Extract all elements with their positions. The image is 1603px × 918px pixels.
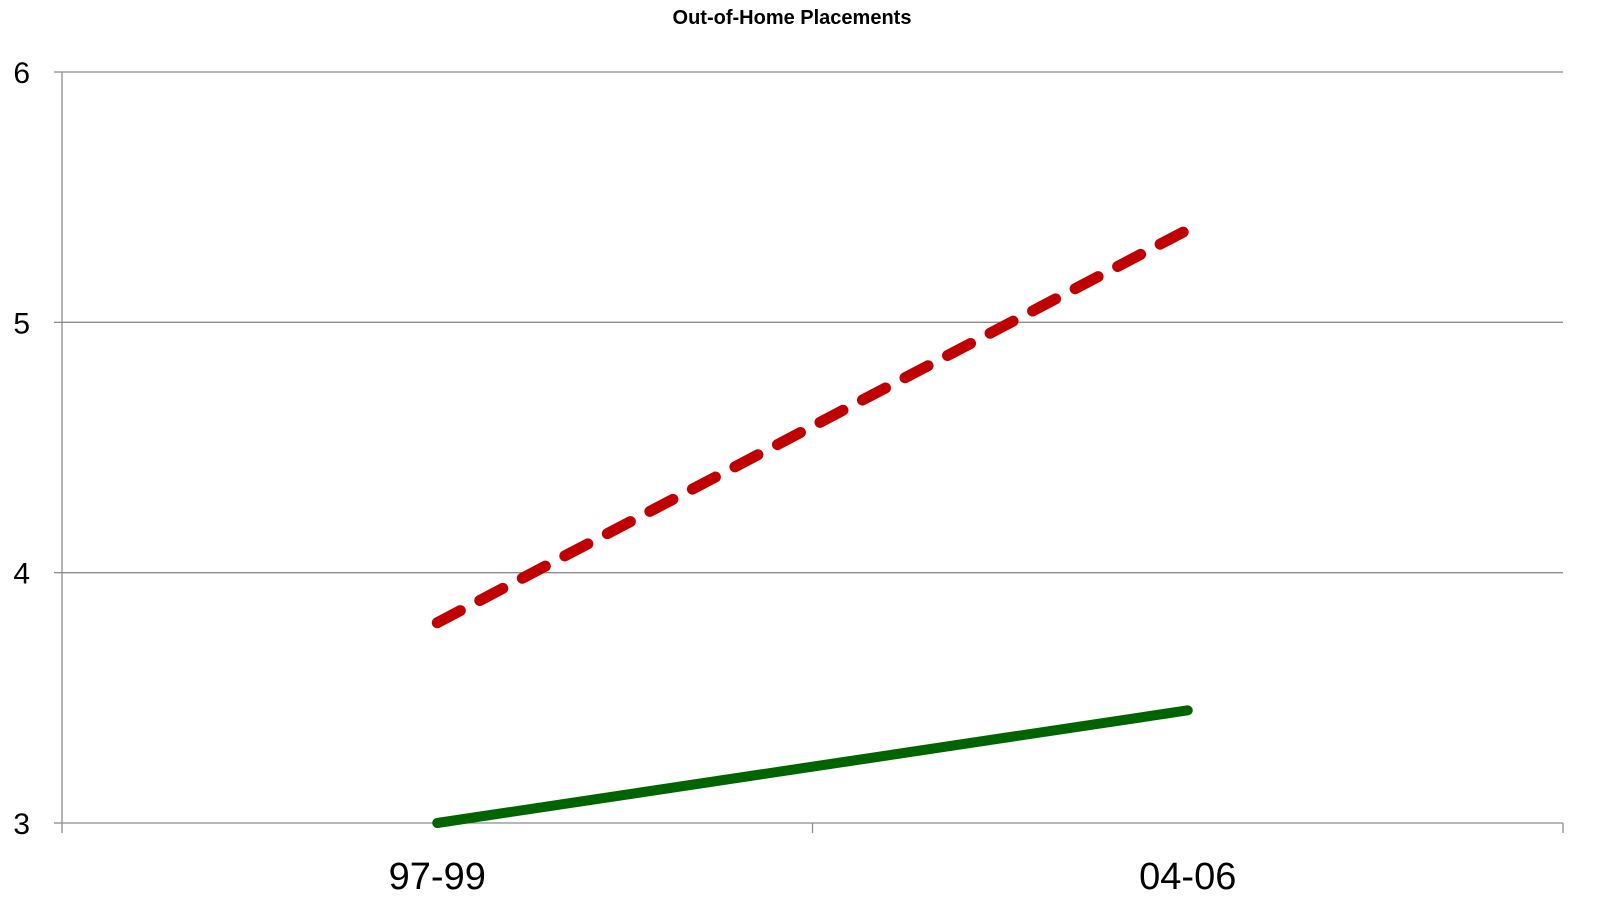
x-tick-label: 97-99 — [389, 856, 486, 898]
y-tick-label: 4 — [13, 558, 30, 591]
tick-labels: 3 4 5 6 97-99 04-06 — [13, 57, 1236, 898]
gridlines — [62, 71, 1563, 574]
y-tick-label: 3 — [13, 808, 30, 841]
chart-title: Out-of-Home Placements — [673, 7, 912, 29]
x-tick-label: 04-06 — [1139, 856, 1236, 898]
y-tick-label: 5 — [13, 307, 30, 340]
y-tick-label: 6 — [13, 57, 30, 90]
series-lines — [431, 224, 1194, 828]
axes — [54, 71, 1564, 833]
series-line-2 — [432, 705, 1193, 828]
series-line-1 — [431, 224, 1194, 629]
